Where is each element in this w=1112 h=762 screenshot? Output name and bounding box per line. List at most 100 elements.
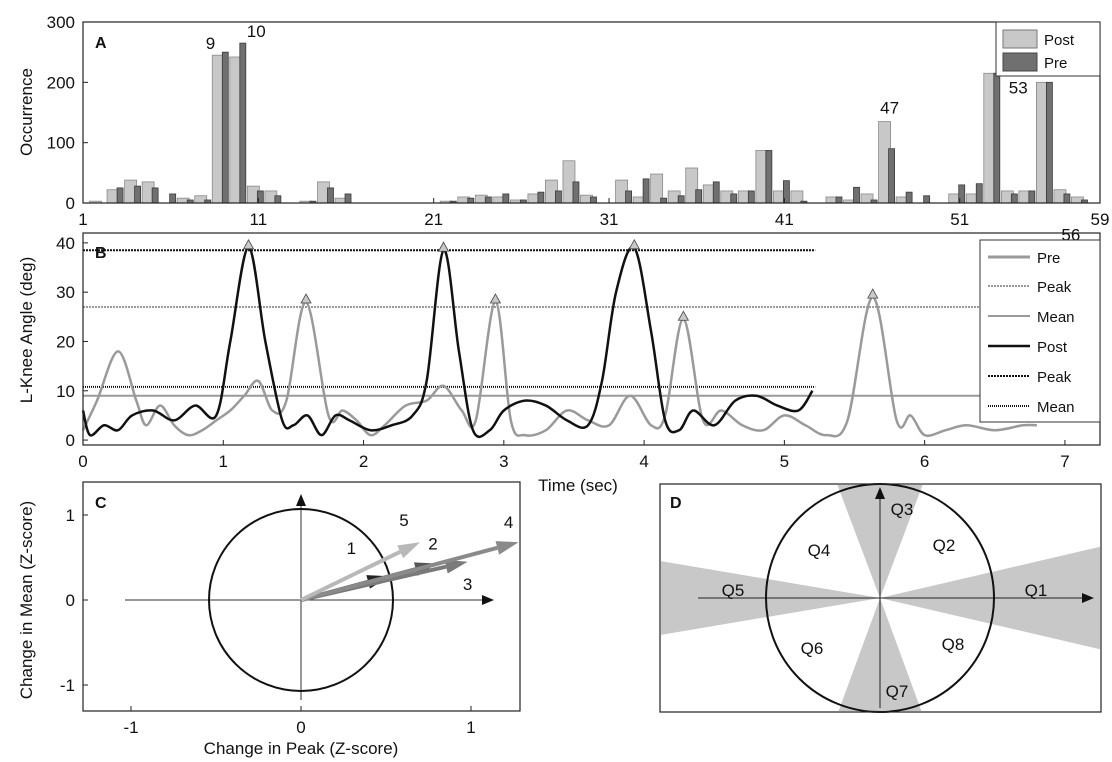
- quadrant-label-q7: Q7: [886, 682, 909, 701]
- x-tick-label-a-11: 11: [250, 210, 268, 229]
- legend-label-post-peak: Peak: [1037, 369, 1072, 386]
- legend-label-post-mean: Mean: [1037, 399, 1075, 416]
- bar-pre-47: [888, 148, 895, 204]
- panel-b-frame: [82, 232, 1101, 446]
- legend-swatch-post: [1002, 29, 1038, 49]
- panel-c: 1 2 3 4 5 -1 0 1 -1 0 1 C Change in Mean (Z-score)…: [17, 481, 521, 758]
- bar-pre-49: [923, 195, 931, 204]
- panel-d-letter: D: [670, 495, 682, 512]
- vector-head-4: [495, 541, 519, 555]
- bar-annotation-47: 47: [880, 99, 899, 118]
- quadrant-label-q3: Q3: [891, 500, 914, 519]
- x-tick-label-b-7: 7: [1060, 452, 1069, 471]
- x-tick-label-c-0: 0: [296, 718, 305, 737]
- bar-pre-55: [1028, 190, 1036, 204]
- y-tick-label-b-40: 40: [56, 234, 75, 253]
- bar-pre-39: [747, 190, 755, 204]
- pre-peak-marker-4: [867, 288, 879, 299]
- x-tick-label-a-31: 31: [600, 210, 619, 229]
- panel-a-letter: A: [95, 35, 107, 52]
- bar-pre-28: [555, 190, 562, 204]
- x-tick-label-a-41: 41: [775, 210, 794, 229]
- vector-head-3: [444, 559, 468, 574]
- bar-pre-35: [677, 195, 685, 204]
- quadrant-label-q6: Q6: [801, 639, 824, 658]
- bar-pre-9: [221, 51, 229, 204]
- bar-pre-44: [835, 196, 843, 204]
- panel-b: 0 1 2 3 4 5 6 7 0 10 20 30 40 B L-Knee Angle (deg) T…: [17, 232, 1101, 495]
- legend-swatch-pre: [1002, 52, 1038, 72]
- x-tick-label-b-6: 6: [920, 452, 929, 471]
- panel-b-letter: B: [95, 245, 107, 262]
- bar-pre-6: [169, 193, 177, 204]
- pre-peak-marker-2: [489, 293, 502, 304]
- legend-label-pre-mean: Mean: [1037, 309, 1075, 326]
- panel-b-legend-box: [979, 239, 1101, 423]
- legend-label-post-line: Post: [1037, 339, 1068, 356]
- vector-label-4: 4: [504, 513, 513, 532]
- x-tick-label-b-3: 3: [499, 452, 508, 471]
- x-tick-label-b-0: 0: [78, 452, 87, 471]
- legend-label-post: Post: [1044, 32, 1075, 49]
- bar-pre-57: [1063, 193, 1071, 204]
- panel-c-letter: C: [95, 495, 107, 512]
- panel-a-legend: Post Pre: [995, 21, 1101, 77]
- bar-pre-40: [765, 150, 773, 204]
- bar-pre-48: [905, 191, 913, 204]
- x-tick-label-a-1: 1: [78, 210, 87, 229]
- y-tick-label-c--1: -1: [60, 676, 75, 695]
- d-vertical-arrow: [875, 487, 885, 499]
- bar-pre-24: [484, 196, 492, 204]
- y-tick-label-a-200: 200: [47, 73, 75, 92]
- bar-pre-27: [537, 191, 545, 204]
- x-tick-label-a-59: 59: [1091, 210, 1110, 229]
- vector-head-5: [397, 542, 420, 559]
- post-peak-marker-1: [242, 238, 255, 250]
- d-horizontal-arrow: [1082, 593, 1094, 603]
- bar-pre-53: [993, 72, 1001, 204]
- bar-pre-36: [695, 189, 703, 204]
- series-line-pre: [81, 295, 1037, 438]
- x-tick-label-b-2: 2: [359, 452, 368, 471]
- vector-label-1: 1: [347, 539, 356, 558]
- bar-pre-3: [116, 187, 124, 204]
- vector-label-3: 3: [463, 575, 472, 594]
- panel-b-lines: [81, 238, 1100, 439]
- y-tick-label-b-20: 20: [56, 332, 75, 351]
- bar-pre-56: [1045, 81, 1053, 204]
- legend-label-pre-line: Pre: [1037, 250, 1060, 267]
- panel-d-frame: [659, 483, 1102, 713]
- bar-pre-37: [712, 181, 720, 204]
- c-vertical-arrow: [296, 494, 306, 506]
- y-tick-label-b-0: 0: [66, 431, 75, 450]
- bar-pre-54: [1010, 193, 1018, 204]
- panel-b-legend: Pre Peak Mean Post Peak Mean: [979, 239, 1101, 423]
- bar-pre-38: [730, 193, 738, 204]
- y-tick-label-b-10: 10: [56, 382, 75, 401]
- y-tick-label-c-1: 1: [66, 506, 75, 525]
- vector-5: [300, 550, 402, 602]
- quadrant-label-q2: Q2: [933, 536, 956, 555]
- bar-pre-45: [853, 186, 860, 204]
- bar-pre-33: [642, 178, 650, 204]
- quadrant-label-q8: Q8: [942, 635, 965, 654]
- quadrant-label-q1: Q1: [1025, 581, 1048, 600]
- bar-pre-29: [572, 181, 580, 204]
- quadrant-label-q4: Q4: [808, 541, 831, 560]
- post-peak-marker-3: [628, 238, 640, 250]
- bar-pre-25: [502, 193, 510, 204]
- bar-pre-4: [134, 185, 142, 204]
- panel-b-ylabel: L-Knee Angle (deg): [17, 257, 36, 404]
- x-tick-label-a-21: 21: [424, 210, 443, 229]
- panel-b-xlabel: Time (sec): [538, 476, 618, 495]
- bar-pre-12: [274, 195, 282, 204]
- bar-pre-32: [625, 190, 632, 204]
- bar-pre-23: [467, 197, 475, 204]
- panel-c-ylabel: Change in Mean (Z-score): [17, 501, 36, 699]
- pre-peak-marker-1: [300, 293, 312, 304]
- series-line-post: [81, 245, 814, 439]
- x-tick-label-c-1: 1: [466, 718, 475, 737]
- bar-pre-34: [660, 197, 668, 204]
